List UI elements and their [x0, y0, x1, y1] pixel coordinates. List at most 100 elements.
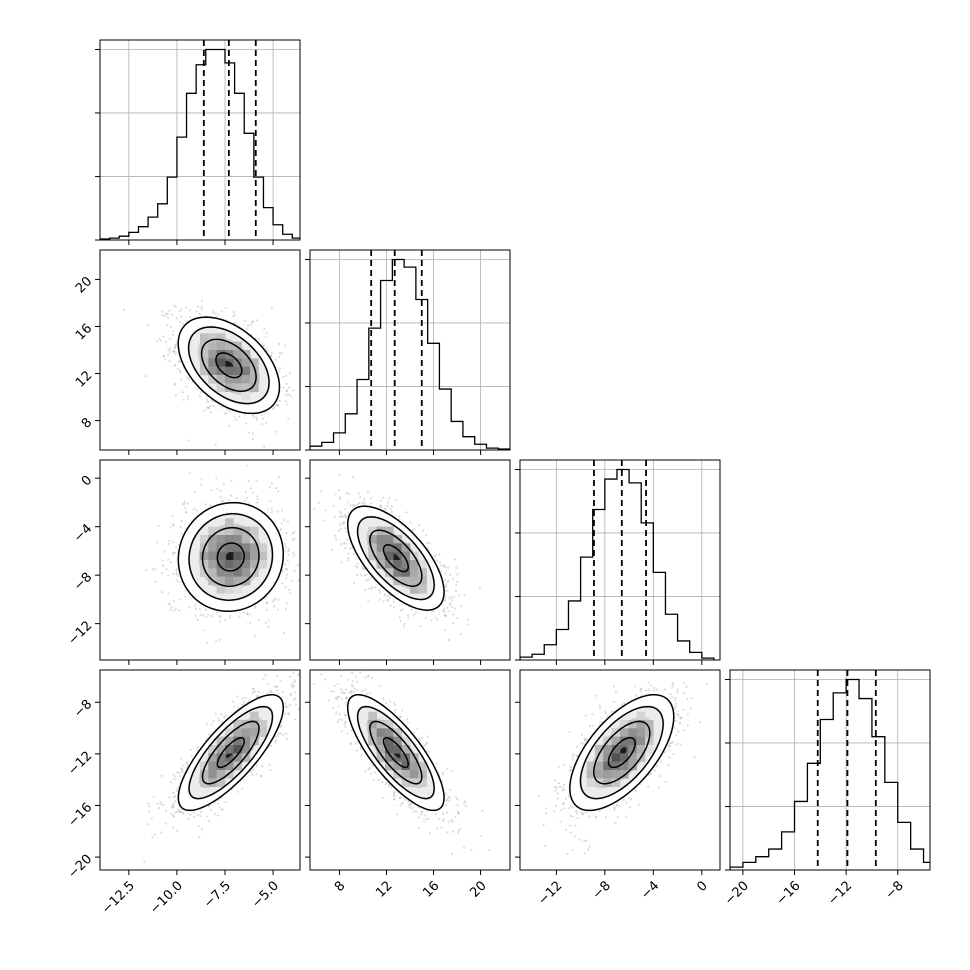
scatter-point — [341, 522, 344, 525]
scatter-point — [212, 309, 215, 312]
scatter-point — [194, 614, 197, 617]
density-cell — [233, 375, 242, 384]
scatter-point — [291, 682, 294, 685]
scatter-point — [182, 812, 185, 815]
density-cell — [208, 333, 217, 342]
scatter-point — [324, 509, 327, 512]
scatter-point — [224, 306, 227, 310]
scatter-point — [419, 625, 422, 628]
density-cell — [241, 391, 251, 401]
scatter-point — [442, 564, 445, 567]
scatter-point — [455, 566, 458, 570]
scatter-point — [285, 705, 289, 708]
scatter-point — [436, 618, 439, 621]
density-level-6 — [225, 552, 236, 562]
density-cell — [216, 383, 226, 392]
scatter-point — [284, 563, 287, 566]
density-cell — [393, 535, 402, 544]
scatter-point — [273, 605, 276, 608]
scatter-point — [294, 718, 297, 721]
scatter-point — [198, 607, 201, 611]
scatter-point — [403, 625, 406, 628]
scatter-point — [445, 583, 448, 587]
scatter-point — [175, 317, 179, 320]
scatter-point — [359, 496, 362, 499]
scatter-point — [187, 439, 190, 442]
scatter-point — [167, 542, 170, 546]
scatter-point — [389, 604, 392, 608]
density-cell — [233, 366, 242, 376]
scatter-point — [293, 531, 296, 534]
scatter-point — [450, 605, 453, 609]
scatter-point — [442, 565, 445, 568]
scatter-point — [196, 387, 199, 390]
scatter-point — [287, 548, 290, 551]
scatter-point — [379, 504, 382, 507]
scatter-point — [366, 491, 369, 494]
scatter-point — [398, 616, 401, 619]
scatter-point — [338, 523, 342, 526]
scatter-point — [285, 732, 288, 735]
scatter-point — [348, 492, 351, 495]
scatter-point — [179, 321, 182, 324]
density-cell — [368, 526, 377, 536]
scatter-point — [463, 594, 466, 597]
scatter-point — [252, 320, 255, 323]
scatter-point — [180, 767, 183, 770]
scatter-point — [358, 501, 361, 505]
density-cell — [200, 333, 209, 342]
scatter-point — [450, 598, 453, 602]
scatter-point — [258, 337, 261, 340]
scatter-point — [443, 608, 446, 611]
scatter-point — [182, 398, 185, 401]
scatter-point — [250, 770, 253, 774]
scatter-point — [277, 405, 280, 408]
density-cell — [225, 560, 234, 569]
scatter-point — [340, 561, 343, 564]
scatter-point — [268, 763, 271, 767]
scatter-point — [177, 360, 180, 363]
scatter-point — [246, 612, 249, 615]
scatter-point — [435, 559, 438, 563]
scatter-point — [447, 597, 451, 600]
scatter-point — [271, 600, 274, 603]
contour-line-4 — [382, 544, 409, 573]
histogram-panel-1 — [95, 39, 301, 241]
scatter-point — [219, 489, 222, 492]
scatter-point — [278, 367, 281, 370]
scatter-point — [162, 564, 165, 567]
scatter-point — [245, 496, 248, 499]
scatter-point — [206, 406, 209, 409]
scatter-point — [352, 504, 355, 507]
scatter-point — [186, 376, 189, 379]
density-cell — [233, 350, 242, 359]
scatter-point — [276, 403, 279, 407]
scatter-point — [417, 524, 420, 527]
scatter-point — [285, 382, 288, 385]
scatter-point — [255, 773, 258, 776]
density-cell — [418, 568, 427, 577]
scatter-point — [211, 311, 215, 314]
scatter-point — [466, 623, 469, 626]
scatter-point — [165, 312, 168, 315]
scatter-point — [365, 573, 368, 576]
scatter-point — [220, 713, 223, 716]
density-cell — [233, 383, 242, 392]
scatter-point — [378, 589, 381, 592]
scatter-point — [208, 407, 211, 410]
scatter-point — [275, 486, 278, 490]
scatter-point — [412, 613, 415, 616]
scatter-point — [169, 526, 172, 529]
scatter-point — [338, 496, 342, 499]
scatter-point — [269, 768, 272, 772]
scatter-point — [169, 780, 172, 784]
scatter-point — [264, 621, 267, 625]
scatter-point — [304, 724, 306, 726]
scatter-point — [392, 600, 395, 603]
scatter-point — [154, 580, 157, 584]
histogram-step-3 — [520, 468, 715, 660]
scatter-point — [285, 567, 288, 570]
panel-frame — [729, 669, 931, 871]
scatter-point — [443, 611, 446, 614]
scatter-point — [344, 516, 347, 519]
